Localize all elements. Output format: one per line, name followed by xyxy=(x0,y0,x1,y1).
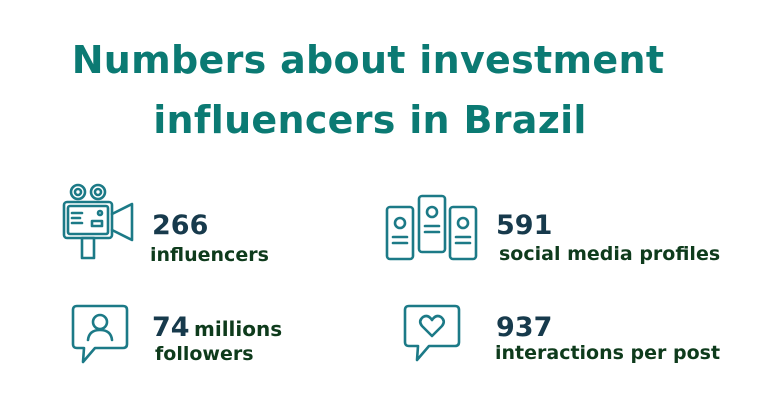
title-line-2: influencers in Brazil xyxy=(153,98,587,142)
stat-number: 591 xyxy=(496,210,553,241)
stat-label: followers xyxy=(155,343,254,365)
stat-unit: millions xyxy=(194,317,283,341)
stat-label: interactions per post xyxy=(495,342,721,364)
stat-label: influencers xyxy=(150,244,269,266)
stat-number: 937 xyxy=(496,312,553,343)
profile-cards-icon xyxy=(385,194,478,261)
stat-label: social media profiles xyxy=(499,243,721,265)
title-line-1: Numbers about investment xyxy=(71,38,665,82)
heart-chat-bubble-icon xyxy=(403,304,461,362)
video-camera-icon xyxy=(62,183,134,260)
user-chat-bubble-icon xyxy=(71,304,129,364)
stat-number: 266 xyxy=(152,210,209,241)
stat-number: 74 xyxy=(152,312,190,343)
